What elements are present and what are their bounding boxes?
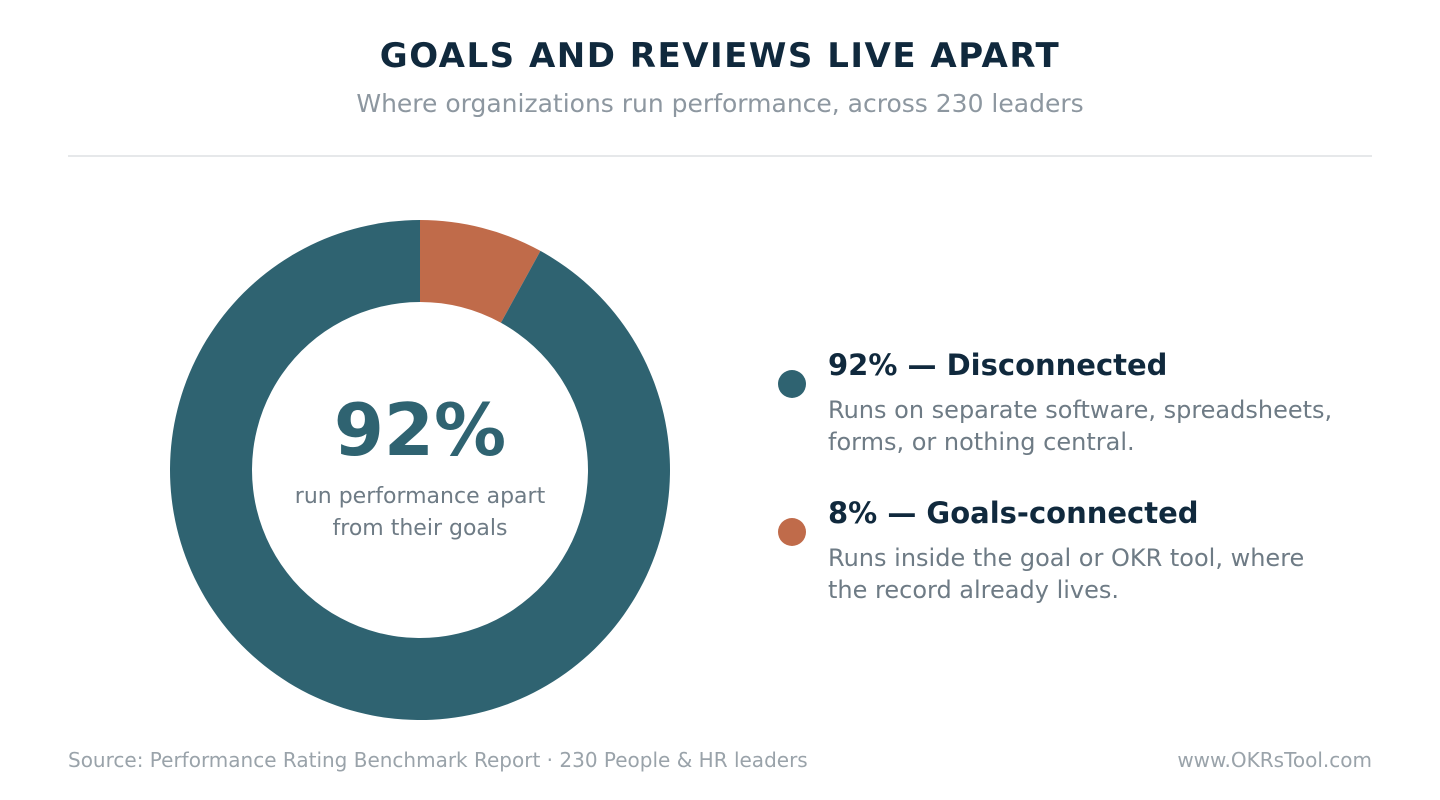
center-caption-line: from their goals <box>332 516 508 541</box>
source-note: Source: Performance Rating Benchmark Rep… <box>68 748 808 772</box>
legend-description: Runs inside the goal or OKR tool, where … <box>828 542 1304 606</box>
legend-description-line: Runs inside the goal or OKR tool, where <box>828 544 1305 572</box>
chart-subtitle: Where organizations run performance, acr… <box>356 89 1084 118</box>
legend-swatch-disconnected <box>778 370 806 398</box>
legend-swatch-goals-connected <box>778 518 806 546</box>
legend-description: Runs on separate software, spreadsheets,… <box>828 394 1332 458</box>
legend-description-line: Runs on separate software, spreadsheets, <box>828 396 1333 424</box>
center-percentage: 92% <box>333 388 507 472</box>
legend-description-line: the record already lives. <box>828 576 1119 604</box>
website-link[interactable]: www.OKRsTool.com <box>1177 748 1372 772</box>
center-caption-line: run performance apart <box>294 484 546 509</box>
legend-description-line: forms, or nothing central. <box>828 428 1135 456</box>
legend-heading: 92% — Disconnected <box>828 348 1168 382</box>
donut-chart <box>170 220 670 720</box>
donut-slice-disconnected <box>170 220 670 720</box>
legend-heading: 8% — Goals-connected <box>828 496 1199 530</box>
center-caption: run performance apart from their goals <box>170 481 670 545</box>
donut-slice-goals-connected <box>420 220 541 323</box>
chart-title: GOALS AND REVIEWS LIVE APART <box>379 36 1061 76</box>
header-divider <box>68 155 1372 157</box>
